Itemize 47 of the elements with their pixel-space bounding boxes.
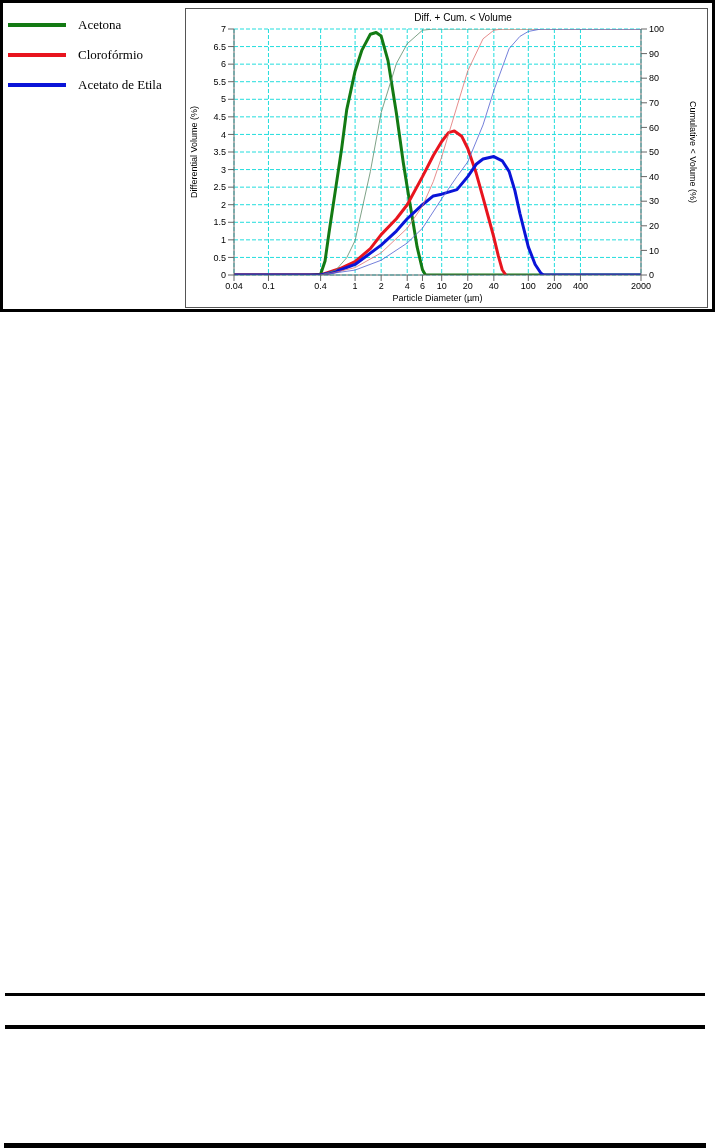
y2-tick-label: 90	[649, 48, 660, 59]
y-tick-label: 3.5	[213, 147, 226, 158]
legend-label: Clorofórmio	[78, 47, 143, 63]
x-tick-label: 0.04	[225, 281, 243, 292]
x-tick-label: 2000	[630, 281, 652, 292]
y2-tick-label: 80	[649, 73, 660, 84]
y-tick-label: 4.5	[213, 112, 226, 123]
y2-tick-label: 60	[649, 122, 660, 133]
x-tick-label: 2	[378, 281, 384, 292]
x-tick-label: 4	[404, 281, 410, 292]
y2-tick-label: 0	[649, 270, 655, 281]
y-tick-label: 6	[220, 59, 226, 70]
x-tick-label: 200	[546, 281, 562, 292]
y2-tick-label: 10	[649, 245, 660, 256]
legend-label: Acetona	[78, 17, 122, 33]
x-tick-label: 20	[462, 281, 473, 292]
y-tick-label: 1.5	[213, 217, 226, 228]
legend-label: Acetato de Etila	[78, 77, 162, 93]
y2-tick-label: 40	[649, 171, 660, 182]
y-tick-label: 0.5	[213, 252, 226, 263]
x-tick-label: 0.1	[262, 281, 275, 292]
x-tick-label: 40	[488, 281, 499, 292]
y-tick-label: 3	[220, 164, 226, 175]
y2-tick-label: 100	[649, 24, 665, 35]
y-tick-label: 4	[220, 129, 226, 140]
y-tick-label: 0	[220, 270, 226, 281]
y-axis-title: Differential Volume (%)	[189, 106, 200, 198]
y-tick-label: 2.5	[213, 182, 226, 193]
y-tick-label: 1	[220, 235, 226, 246]
y2-tick-label: 70	[649, 98, 660, 108]
y-tick-label: 2	[220, 199, 226, 210]
x-tick-label: 10	[436, 281, 447, 292]
x-tick-label: 400	[572, 281, 588, 292]
y2-axis-title: Cumulative < Volume (%)	[687, 101, 698, 203]
y-tick-label: 7	[220, 24, 226, 35]
y-tick-label: 5	[220, 94, 226, 105]
x-tick-label: 0.4	[314, 281, 327, 292]
x-tick-label: 1	[352, 281, 358, 292]
x-tick-label: 6	[419, 281, 425, 292]
y2-tick-label: 20	[649, 221, 660, 231]
y2-tick-label: 50	[649, 147, 660, 158]
chart-title: Diff. + Cum. < Volume	[413, 12, 513, 23]
y-tick-label: 6.5	[213, 41, 226, 52]
y-tick-label: 5.5	[213, 76, 226, 87]
x-tick-label: 100	[520, 281, 536, 292]
x-axis-title: Particle Diameter (µm)	[392, 293, 483, 303]
y2-tick-label: 30	[649, 196, 660, 207]
